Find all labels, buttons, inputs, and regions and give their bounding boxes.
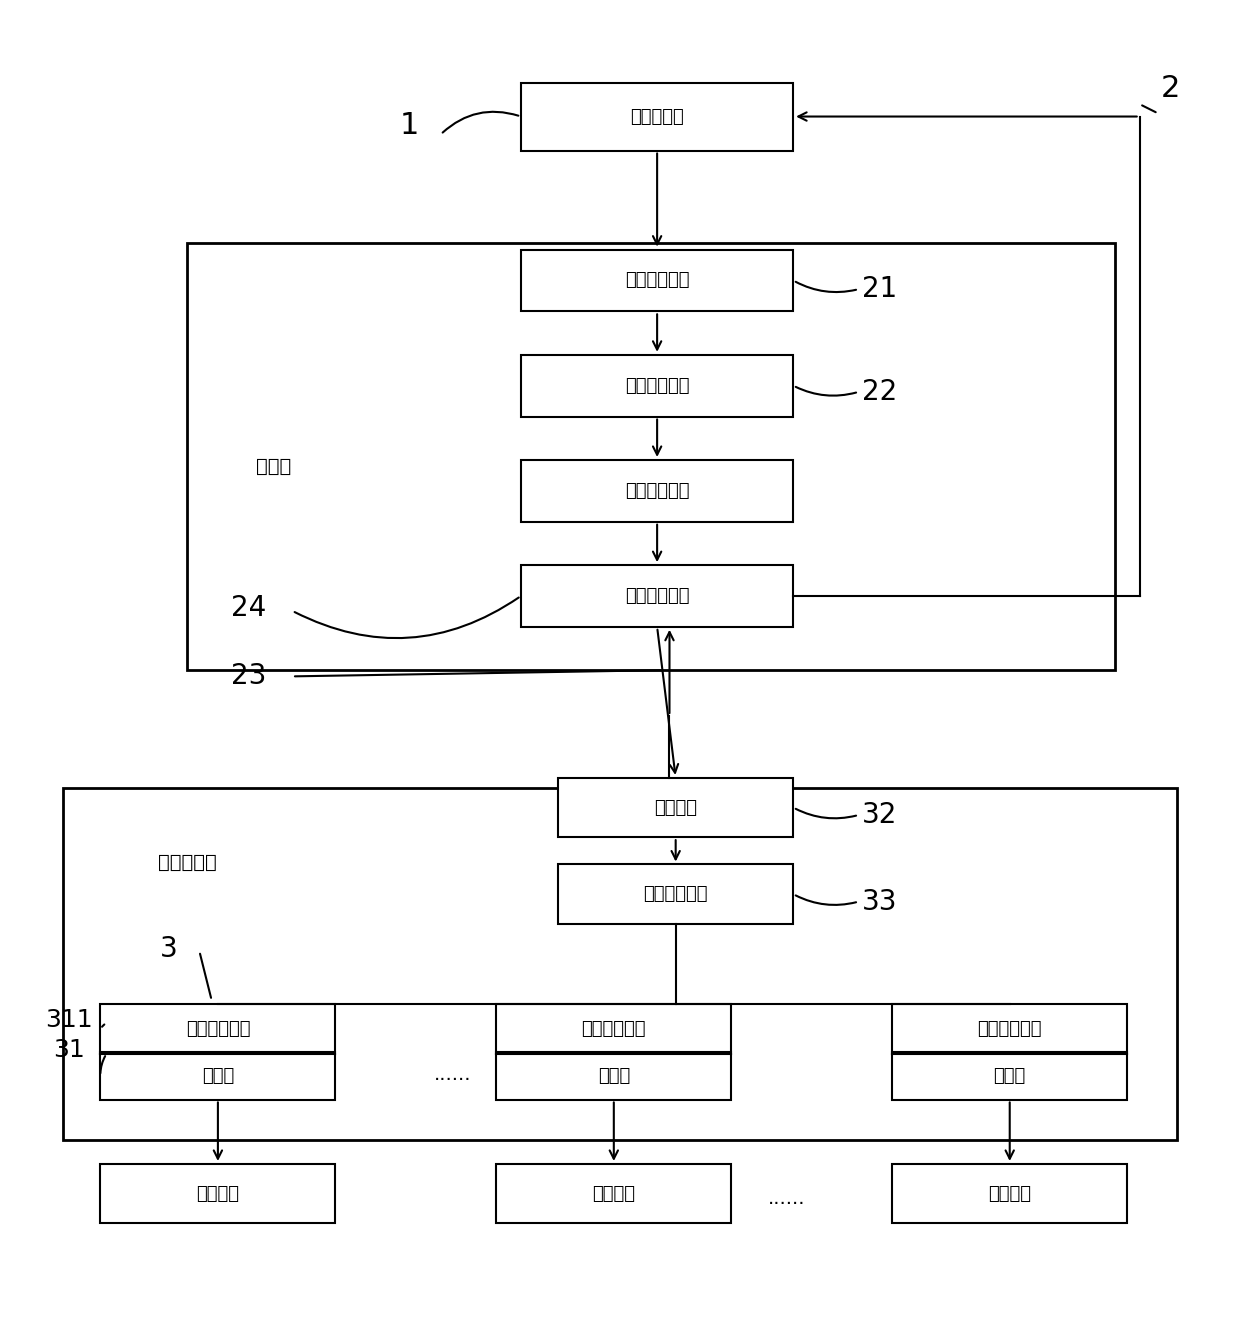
Text: 3: 3 (160, 935, 177, 963)
Text: 时间计算单元: 时间计算单元 (625, 377, 689, 394)
FancyBboxPatch shape (100, 1053, 336, 1100)
Text: ......: ...... (769, 1189, 806, 1208)
Text: 2: 2 (1161, 74, 1180, 104)
Text: 电动汽车: 电动汽车 (988, 1185, 1032, 1203)
FancyBboxPatch shape (521, 82, 794, 150)
FancyBboxPatch shape (558, 778, 794, 837)
Text: 1: 1 (401, 112, 419, 141)
Text: 31: 31 (53, 1038, 86, 1062)
Text: 里程计算单元: 里程计算单元 (625, 271, 689, 290)
Text: 32: 32 (862, 801, 898, 829)
FancyBboxPatch shape (893, 1004, 1127, 1053)
FancyBboxPatch shape (521, 459, 794, 522)
FancyBboxPatch shape (521, 250, 794, 311)
Text: 电动汽车: 电动汽车 (196, 1185, 239, 1203)
Text: 23: 23 (231, 663, 267, 691)
FancyBboxPatch shape (893, 1163, 1127, 1223)
Text: 21: 21 (862, 275, 898, 303)
FancyBboxPatch shape (558, 865, 794, 924)
Text: 电量计算单元: 电量计算单元 (625, 482, 689, 499)
Text: 车辆选取单元: 车辆选取单元 (625, 587, 689, 606)
Text: 集群控制单元: 集群控制单元 (644, 886, 708, 903)
Text: 电动汽车: 电动汽车 (593, 1185, 635, 1203)
Text: 电量检测单元: 电量检测单元 (582, 1020, 646, 1038)
FancyBboxPatch shape (521, 564, 794, 627)
Text: 33: 33 (862, 887, 898, 915)
Text: 充电桩集群: 充电桩集群 (157, 853, 216, 871)
FancyBboxPatch shape (496, 1053, 732, 1100)
Text: 电量检测单元: 电量检测单元 (977, 1020, 1042, 1038)
FancyBboxPatch shape (496, 1004, 732, 1053)
Text: 充电桩: 充电桩 (993, 1066, 1025, 1085)
Text: 用户手机端: 用户手机端 (630, 108, 684, 126)
Text: 22: 22 (862, 377, 898, 406)
FancyBboxPatch shape (496, 1163, 732, 1223)
Text: 电量检测单元: 电量检测单元 (186, 1020, 250, 1038)
Text: 24: 24 (231, 595, 267, 623)
Text: 充电桩: 充电桩 (202, 1066, 234, 1085)
Text: 311: 311 (46, 1008, 93, 1032)
Text: 服务器: 服务器 (255, 457, 291, 475)
Text: 通讯单元: 通讯单元 (655, 798, 697, 817)
FancyBboxPatch shape (100, 1163, 336, 1223)
Text: ......: ...... (434, 1065, 471, 1084)
FancyBboxPatch shape (893, 1053, 1127, 1100)
FancyBboxPatch shape (521, 355, 794, 417)
Text: 充电桩: 充电桩 (598, 1066, 630, 1085)
FancyBboxPatch shape (100, 1004, 336, 1053)
